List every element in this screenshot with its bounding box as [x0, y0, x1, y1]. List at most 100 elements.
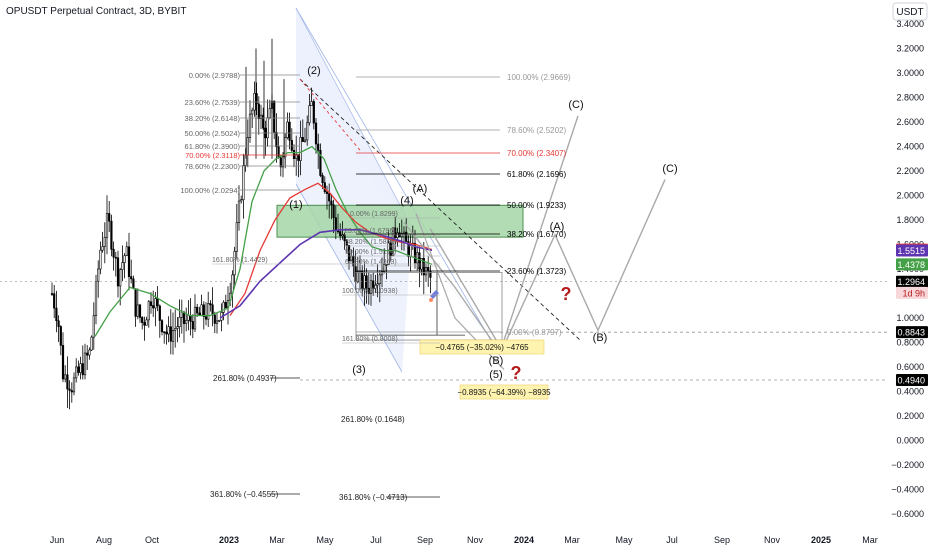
price-tick-label: 2.4000 — [896, 142, 924, 152]
wave-label: (2) — [307, 65, 320, 77]
price-tick-label: 0.8000 — [896, 338, 924, 348]
candle-body — [290, 140, 293, 151]
wave-label: (C) — [662, 163, 677, 175]
candle-body — [55, 307, 58, 322]
wave-label: (3) — [352, 364, 365, 376]
measurement-box — [419, 339, 545, 355]
candle-body — [361, 270, 364, 290]
wave-label: (A) — [550, 221, 565, 233]
candle-body — [215, 320, 219, 324]
chart-header: OPUSDT Perpetual Contract, 3D, BYBIT — [6, 6, 186, 17]
candle-body — [59, 326, 62, 346]
candle-body — [343, 234, 346, 242]
candle-body — [416, 252, 419, 264]
candle-body — [405, 231, 408, 242]
candle-body — [112, 248, 115, 258]
candle-body — [94, 280, 98, 316]
wave-label: (A) — [413, 183, 428, 195]
candle-body — [187, 315, 190, 321]
candle-body — [68, 388, 71, 391]
candle-body — [257, 103, 260, 120]
candle-body — [156, 298, 159, 307]
candle-body — [286, 121, 289, 138]
fib-mid-label: 50.00% (1.5114) — [345, 249, 396, 256]
candle-body — [334, 217, 337, 231]
candle-body — [387, 242, 390, 266]
candle-body — [182, 311, 186, 324]
candle-body — [402, 231, 406, 234]
candle-body — [325, 191, 329, 194]
candle-body — [277, 146, 280, 159]
time-tick-label: Mar — [564, 535, 580, 545]
candle-body — [259, 114, 263, 119]
price-tick-label: 1.8000 — [896, 215, 924, 225]
time-tick-label: May — [316, 535, 334, 545]
fib-left-label: 0.00% (2.9788) — [189, 71, 241, 80]
candle-body — [86, 352, 89, 356]
candle-body — [178, 316, 181, 327]
price-badge — [896, 373, 928, 386]
price-tick-label: 2.2000 — [896, 166, 924, 176]
ma-green-line — [94, 145, 433, 337]
price-tick-label: 2.6000 — [896, 117, 924, 127]
candle-body — [209, 303, 212, 306]
currency-button[interactable]: USDT — [892, 2, 928, 21]
candle-body — [281, 156, 285, 168]
time-axis[interactable]: Jun Aug Oct 2023 Mar May Jul Sep Nov 2024 Mar May Ju… — [50, 535, 878, 545]
candle-body — [154, 298, 157, 309]
candle-body — [310, 101, 313, 106]
candle-body — [407, 241, 410, 257]
candle-body — [242, 165, 245, 200]
candle-body — [158, 305, 161, 321]
time-tick-label: Jul — [370, 535, 382, 545]
candle-body — [180, 311, 183, 318]
fib-right-label: 38.20% (1.6770) — [507, 230, 566, 239]
time-tick-label: Aug — [96, 535, 112, 545]
price-tick-label: 3.0000 — [896, 68, 924, 78]
rocket-icon — [430, 290, 439, 299]
candle-body — [88, 349, 91, 356]
time-tick-label: May — [615, 535, 633, 545]
trend-channel-upper — [295, 7, 413, 229]
candle-body — [288, 121, 291, 141]
candle-body — [64, 374, 67, 380]
candle-body — [70, 390, 73, 393]
candle-body — [90, 336, 93, 351]
time-tick-label: Nov — [764, 535, 781, 545]
fib-left-label: 70.00% (2.3118) — [185, 151, 240, 160]
price-tick-label: 3.2000 — [896, 44, 924, 54]
price-tick-label: 0.6000 — [896, 362, 924, 372]
time-tick-label: 2023 — [219, 535, 239, 545]
price-badge-label: 0.4940 — [897, 375, 925, 385]
candle-body — [328, 193, 331, 202]
candle-body — [75, 366, 78, 379]
time-tick-label: Jul — [666, 535, 678, 545]
candle-body — [233, 251, 236, 276]
time-tick-label: Jun — [50, 535, 65, 545]
candle-body — [347, 245, 351, 262]
candle-body — [97, 268, 100, 282]
candle-body — [66, 374, 69, 390]
candle-body — [308, 105, 311, 124]
fib-mid-label: 38.20% (1.5866) — [345, 239, 397, 246]
chart-background-layer — [276, 7, 524, 373]
candle-body — [339, 231, 342, 237]
candle-body — [394, 227, 397, 238]
price-tick-label: 3.4000 — [896, 19, 924, 29]
fib-left-label: 78.60% (2.2300) — [185, 162, 241, 171]
candle-body — [213, 314, 216, 324]
candle-body — [383, 264, 386, 272]
price-tick-label: 0.0000 — [896, 436, 924, 446]
price-axis[interactable]: 3.4000 3.2000 3.0000 2.8000 2.6000 2.4000 2.20… — [891, 19, 928, 519]
candle-body — [376, 283, 379, 286]
fib-ext-label: 361.80% (−0.4713) — [339, 493, 408, 502]
candle-body — [367, 287, 370, 294]
candle-body — [248, 113, 252, 138]
candle-body — [275, 131, 278, 148]
candle-body — [119, 269, 122, 287]
candle-body — [409, 245, 412, 257]
candle-body — [292, 150, 296, 159]
fibonacci-layer: 0.00% (2.9788) 23.60% (2.7539) 38.20% (2.6… — [180, 71, 571, 502]
candle-body — [378, 274, 381, 284]
